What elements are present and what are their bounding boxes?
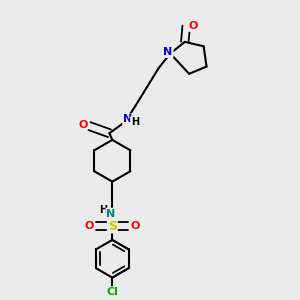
Text: H: H xyxy=(131,117,139,127)
Text: S: S xyxy=(108,220,117,232)
Text: N: N xyxy=(163,47,172,57)
Text: N: N xyxy=(123,114,132,124)
Text: N: N xyxy=(106,208,116,218)
Text: Cl: Cl xyxy=(106,287,118,297)
Text: O: O xyxy=(131,221,140,231)
Text: O: O xyxy=(189,21,198,31)
Text: O: O xyxy=(78,119,87,130)
Text: H: H xyxy=(100,205,108,215)
Text: O: O xyxy=(84,221,94,231)
